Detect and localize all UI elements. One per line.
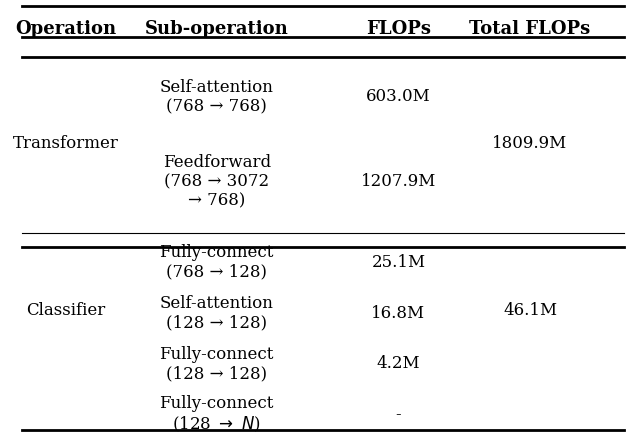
Text: Operation: Operation (16, 20, 117, 38)
Text: 25.1M: 25.1M (371, 254, 426, 271)
Text: Sub-operation: Sub-operation (145, 20, 288, 38)
Text: Classifier: Classifier (27, 303, 106, 319)
Text: Fully-connect
(128 → 128): Fully-connect (128 → 128) (160, 346, 274, 382)
Text: Fully-connect
(128 $\rightarrow$ $N$): Fully-connect (128 $\rightarrow$ $N$) (160, 395, 274, 434)
Text: 4.2M: 4.2M (376, 356, 420, 372)
Text: Fully-connect
(768 → 128): Fully-connect (768 → 128) (160, 244, 274, 280)
Text: 1207.9M: 1207.9M (360, 173, 436, 190)
Text: -: - (396, 406, 401, 424)
Text: Total FLOPs: Total FLOPs (470, 20, 591, 38)
Text: 16.8M: 16.8M (371, 304, 426, 321)
Text: Transformer: Transformer (13, 135, 119, 152)
Text: 603.0M: 603.0M (366, 88, 431, 105)
Text: Self-attention
(768 → 768): Self-attention (768 → 768) (160, 78, 274, 115)
Text: 46.1M: 46.1M (503, 303, 557, 319)
Text: Self-attention
(128 → 128): Self-attention (128 → 128) (160, 295, 274, 332)
Text: FLOPs: FLOPs (366, 20, 431, 38)
Text: 1809.9M: 1809.9M (493, 135, 568, 152)
Text: Feedforward
(768 → 3072
→ 768): Feedforward (768 → 3072 → 768) (163, 153, 271, 210)
